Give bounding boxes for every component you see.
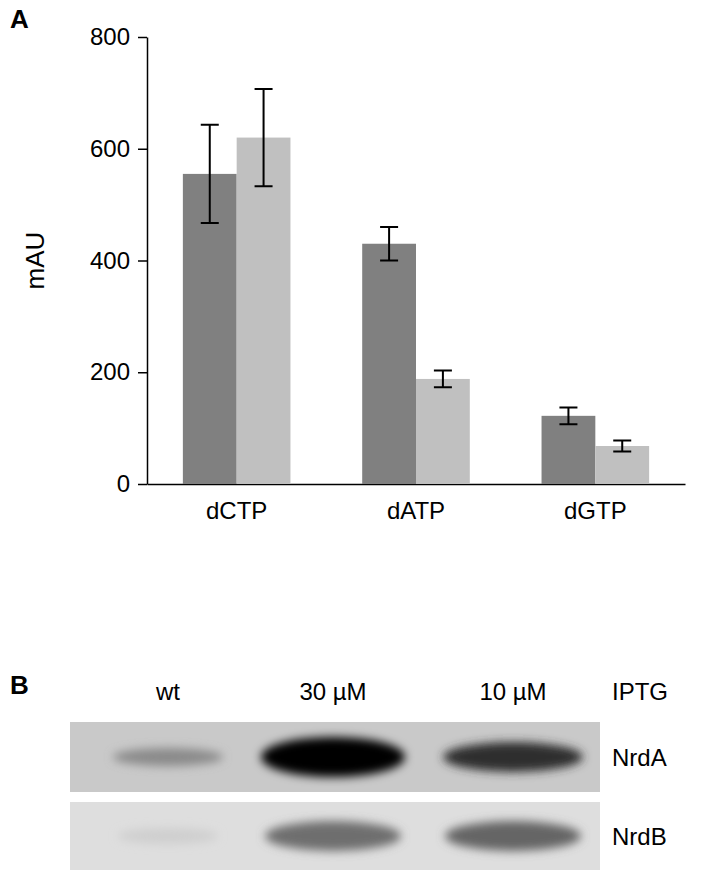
- x-tick-label: dATP: [387, 497, 445, 524]
- y-tick-label: 200: [90, 358, 130, 385]
- y-axis-title: mAU: [20, 232, 50, 290]
- y-tick: 0: [117, 470, 147, 497]
- panel-label: B: [10, 670, 29, 700]
- lane-label: 10 µM: [479, 678, 546, 705]
- x-tick-label: dCTP: [206, 497, 267, 524]
- error-bars: [201, 89, 631, 452]
- lane-label: 30 µM: [299, 678, 366, 705]
- blot-background: [70, 722, 600, 792]
- blot-band: [443, 742, 583, 772]
- blot-strip: [70, 802, 600, 870]
- plot-area: [183, 138, 649, 484]
- x-tick-label: dGTP: [564, 497, 627, 524]
- x-tick: dGTP: [564, 497, 627, 524]
- y-tick-mark: [138, 149, 147, 151]
- lane-label: wt: [155, 678, 180, 705]
- blot-band: [118, 828, 218, 844]
- series: [237, 138, 649, 484]
- error-bar: [613, 440, 631, 451]
- row-label: NrdB: [612, 823, 667, 850]
- lane-title: IPTG: [612, 678, 668, 705]
- y-axis: 0 200 400 600 800: [90, 23, 148, 497]
- error-bar: [255, 89, 273, 186]
- y-tick-label: 600: [90, 135, 130, 162]
- y-tick-mark: [138, 372, 147, 374]
- y-tick: 600: [90, 135, 147, 162]
- bar: [542, 416, 596, 484]
- blot-band: [113, 748, 223, 766]
- blot-band: [445, 821, 581, 851]
- error-bar: [559, 407, 577, 424]
- x-axis: dCTP dATP dGTP: [148, 485, 686, 525]
- panel-label: A: [10, 4, 29, 34]
- y-tick-label: 800: [90, 23, 130, 50]
- y-tick: 400: [90, 247, 147, 274]
- error-bar: [434, 371, 452, 388]
- error-bar: [380, 227, 398, 261]
- y-tick: 800: [90, 23, 147, 50]
- blot-band: [261, 737, 405, 777]
- blot-band: [265, 821, 401, 851]
- blot-background: [70, 802, 600, 870]
- x-tick: dCTP: [206, 497, 267, 524]
- bar: [416, 379, 470, 484]
- y-tick-label: 400: [90, 247, 130, 274]
- y-tick: 200: [90, 358, 147, 385]
- error-bar: [201, 125, 219, 223]
- row-label: NrdA: [612, 744, 667, 771]
- y-tick-label: 0: [117, 470, 130, 497]
- bar: [362, 244, 416, 484]
- bar: [237, 138, 291, 484]
- y-tick-mark: [138, 37, 147, 39]
- blot-strip: [70, 722, 600, 792]
- x-tick: dATP: [387, 497, 445, 524]
- figure: A 0 200 400 600 800 dCTP dATP dGTP mAU Bwt 30 µM 10 …: [0, 0, 702, 889]
- y-tick-mark: [138, 484, 147, 486]
- y-tick-mark: [138, 260, 147, 262]
